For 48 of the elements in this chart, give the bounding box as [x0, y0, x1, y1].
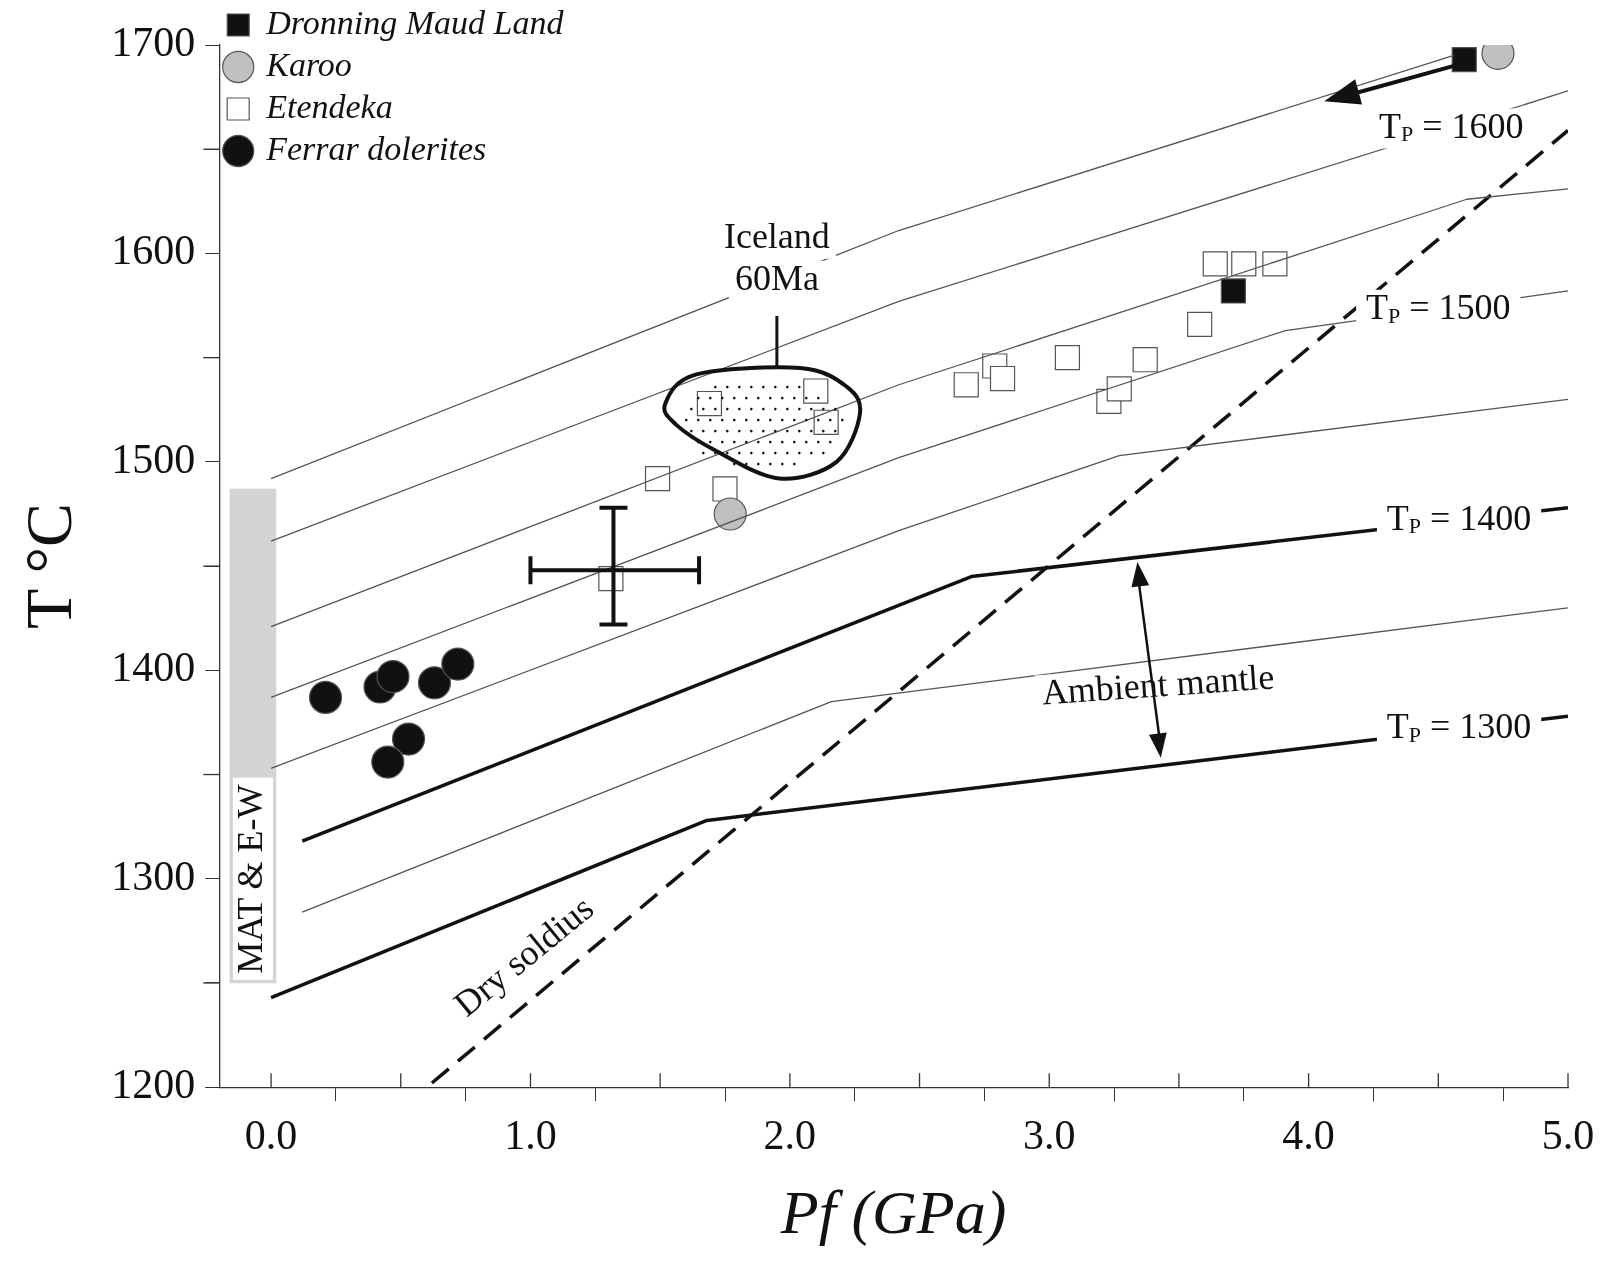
annotation: Ambient mantle: [1040, 656, 1276, 713]
y-tick-label: 1600: [111, 227, 196, 274]
annotation: TP = 1500: [1366, 287, 1511, 328]
point: [1451, 46, 1477, 73]
annotation: TP = 1400: [1386, 497, 1532, 539]
point: [813, 409, 839, 435]
x-tick-label: 4.0: [1282, 1112, 1335, 1159]
point: [989, 365, 1016, 392]
point: [953, 372, 979, 398]
point: [696, 390, 723, 417]
point: [417, 666, 452, 700]
y-tick-label: 1400: [111, 644, 196, 691]
legend-label: Karoo: [265, 45, 352, 83]
y-tick-label: 1500: [111, 435, 196, 482]
point: [371, 745, 405, 779]
point: [1231, 251, 1257, 277]
point: [1054, 345, 1081, 371]
legend-label: Dronning Maud Land: [265, 3, 565, 41]
point: [441, 647, 475, 681]
point: [1106, 376, 1132, 402]
y-tick-label: 1700: [111, 19, 196, 66]
y-axis-title: T °C: [11, 503, 85, 630]
point: [713, 497, 747, 531]
x-tick-label: 1.0: [504, 1112, 557, 1159]
point: [1262, 251, 1288, 277]
annotation: TP = 1600: [1379, 105, 1524, 147]
x-tick-label: 5.0: [1541, 1112, 1595, 1159]
y-tick-label: 1200: [111, 1061, 196, 1108]
point: [1202, 251, 1228, 277]
x-axis-title: Pf (GPa): [779, 1178, 1007, 1248]
point: [391, 722, 426, 756]
legend-label: Etendeka: [265, 87, 393, 125]
x-tick-label: 2.0: [763, 1112, 817, 1159]
point: [1187, 311, 1213, 337]
point: [1132, 347, 1158, 373]
x-tick-label: 0.0: [244, 1112, 298, 1159]
point: [308, 680, 343, 715]
y-tick-label: 1300: [111, 852, 196, 899]
point: [712, 476, 738, 502]
x-tick-label: 3.0: [1022, 1112, 1076, 1159]
annotation: Iceland 60Ma: [723, 216, 830, 299]
annotation: MAT & E-W: [230, 784, 271, 974]
point: [1220, 278, 1247, 304]
point: [644, 465, 671, 492]
annotation: TP = 1300: [1386, 706, 1532, 747]
point: [803, 378, 829, 404]
legend-label: Ferrar dolerites: [265, 129, 487, 167]
point: [376, 659, 410, 694]
